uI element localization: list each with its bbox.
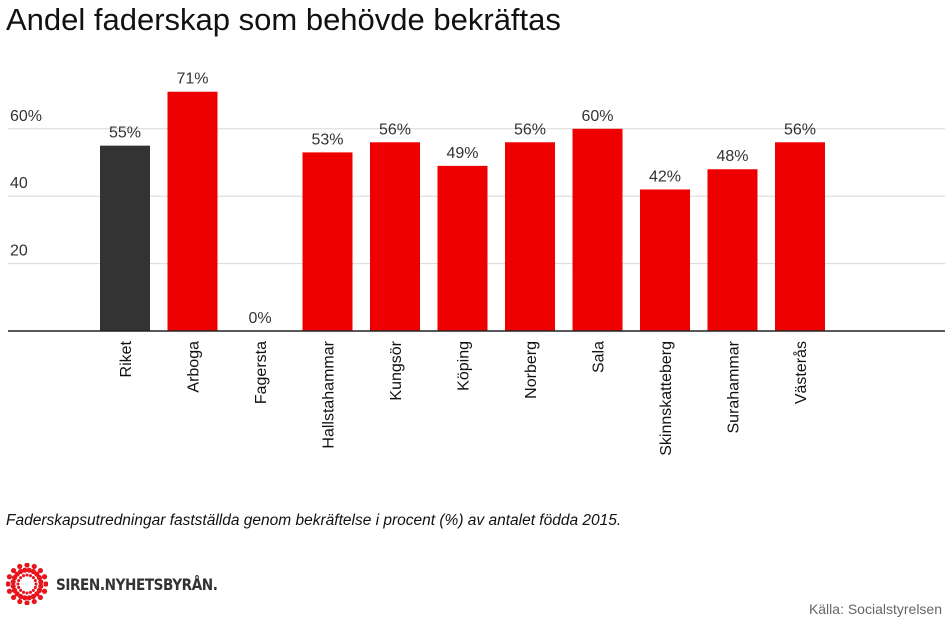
logo-dot [6,588,13,594]
logo-dot [25,573,29,577]
logo-text: SIREN.NYHETSBYRÅN. [56,574,218,594]
logo-dot [33,585,37,589]
logo-dot [24,600,30,605]
logo-dot [28,574,32,578]
bar-chart: 20 40 60% 55% Riket 71% Arboga 0% Fagersta 53% Hal… [8,71,945,456]
logo-dot [37,567,44,574]
bar-kungsör [370,142,420,331]
data-label: 55% [109,125,141,142]
x-tick-label: Skinnskatteberg [658,341,675,456]
bar-köping [437,165,488,331]
siren-logo: SIREN.NYHETSBYRÅN. [6,563,246,605]
data-label: 56% [514,121,546,138]
bar-skinnskatteberg [640,189,690,331]
logo-dot [22,567,28,573]
data-label: 0% [248,310,271,327]
bar-surahammar [707,169,758,331]
y-tick-label: 20 [10,243,28,260]
x-tick-label: Riket [118,340,135,377]
x-tick-label: Kungsör [388,340,405,400]
data-label: 42% [649,168,681,185]
data-label: 49% [446,145,478,162]
logo-dot [43,581,48,587]
data-label: 71% [176,71,208,88]
bar-sala [572,128,623,331]
bar-norberg [505,142,555,331]
logo-dot [17,563,23,570]
x-tick-label: Sala [591,341,608,373]
logo-dot [33,579,37,583]
logo-dot [41,588,48,594]
logo-dot [26,595,32,601]
y-tick-label: 60% [10,108,42,125]
data-label: 56% [379,121,411,138]
y-tick-label: 40 [10,175,28,192]
logo-dot [24,563,30,568]
data-label: 48% [716,148,748,165]
logo-dot [38,579,44,585]
source-label: Källa: Socialstyrelsen [808,601,942,617]
bar-västerås [775,142,825,331]
logo-dot [31,563,37,570]
logo-dot [10,579,16,585]
bar-hallstahammar [302,152,353,331]
x-tick-label: Fagersta [253,341,270,404]
logo-dot [19,588,23,592]
logo-dot [22,590,26,594]
logo-dot [31,598,37,605]
sunburst-logo-icon [6,563,48,605]
logo-dot [19,576,23,580]
x-tick-label: Köping [456,341,473,391]
chart-caption: Faderskapsutredningar fastställda genom … [6,512,622,529]
logo-dot [10,583,16,589]
x-tick-label: Arboga [186,341,203,393]
logo-dot [36,575,43,581]
chart-title: Andel faderskap som behövde bekräftas [6,2,561,37]
logo-dot [11,587,18,593]
logo-dot [30,593,36,600]
logo-dot [17,598,23,605]
logo-dot [6,581,11,587]
logo-dot [31,576,35,580]
logo-dot [6,574,13,580]
logo-dot [26,567,32,573]
logo-dot [41,574,48,580]
x-tick-label: Surahammar [726,340,743,433]
logo-dot [18,568,24,575]
logo-dot [16,582,20,586]
logo-dot [10,567,17,574]
logo-dot [17,585,21,589]
logo-dot [22,595,28,601]
data-label: 53% [311,131,343,148]
bar-riket [100,145,150,331]
logo-dot [28,590,32,594]
data-label: 56% [784,121,816,138]
x-tick-label: Hallstahammar [321,340,338,448]
logo-dot [38,583,44,589]
logo-dot [31,588,35,592]
data-label: 60% [581,108,613,125]
logo-dot [10,594,17,601]
logo-dot [34,582,38,586]
logo-dot [25,591,29,595]
logo-dot [37,594,44,601]
bar-arboga [167,91,218,331]
x-tick-label: Västerås [792,341,810,404]
logo-dot [17,579,21,583]
logo-dot [22,574,26,578]
x-tick-label: Norberg [523,341,540,399]
